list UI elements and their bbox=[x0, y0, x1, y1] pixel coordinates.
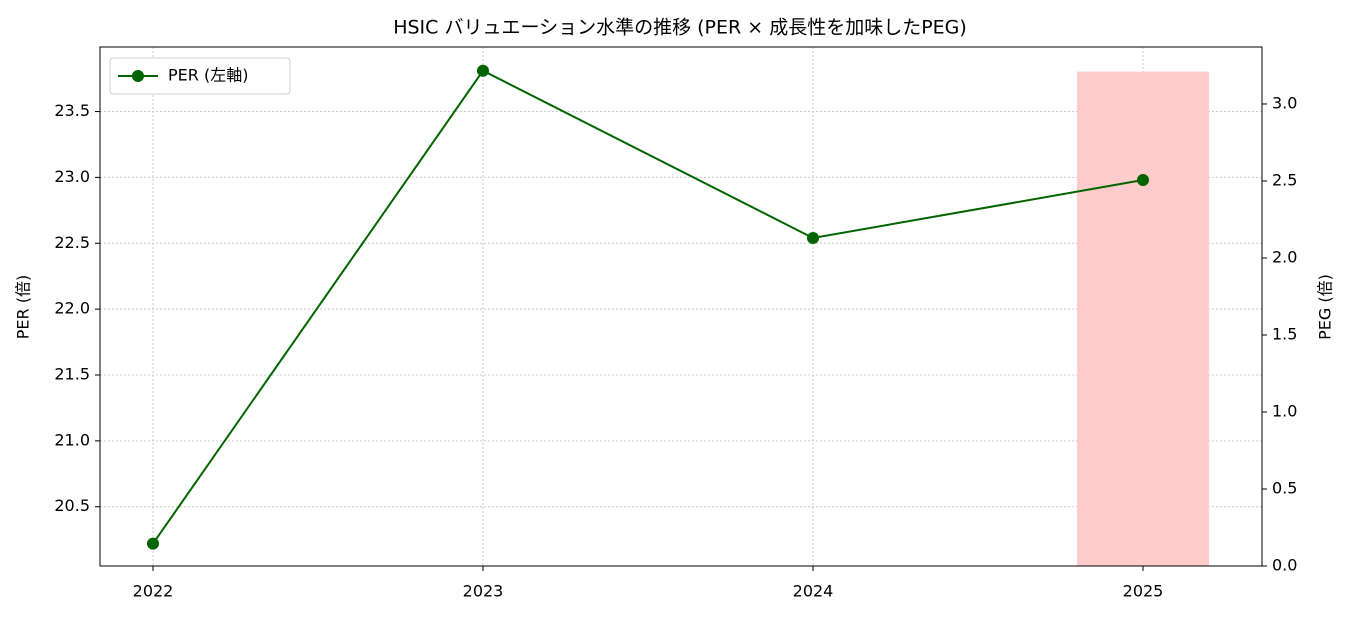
y2-tick-label: 2.0 bbox=[1272, 247, 1297, 266]
point bbox=[807, 232, 819, 245]
y-tick-label: 21.0 bbox=[54, 430, 90, 449]
point bbox=[147, 537, 159, 550]
y2-tick-label: 2.5 bbox=[1272, 170, 1297, 189]
y-axis-label: PER (倍) bbox=[14, 275, 33, 339]
y2-tick-label: 3.0 bbox=[1272, 93, 1297, 112]
point bbox=[1137, 174, 1149, 187]
y-tick-label: 23.0 bbox=[54, 167, 90, 186]
point bbox=[477, 64, 489, 77]
y-tick-label: 21.5 bbox=[54, 364, 90, 383]
x-tick-label: 2024 bbox=[793, 582, 834, 601]
legend-marker bbox=[132, 70, 144, 82]
x-tick-label: 2025 bbox=[1123, 582, 1164, 601]
x-tick-label: 2022 bbox=[133, 582, 174, 601]
y-tick-label: 20.5 bbox=[54, 496, 90, 515]
plot-frame bbox=[99, 46, 1263, 567]
y2-tick-label: 1.0 bbox=[1272, 401, 1297, 420]
y-tick-label: 22.0 bbox=[54, 299, 90, 318]
legend-label: PER (左軸) bbox=[168, 66, 248, 85]
legend-box bbox=[109, 57, 291, 95]
bar bbox=[1077, 71, 1209, 566]
x-tick-label: 2023 bbox=[463, 582, 504, 601]
y-tick-label: 22.5 bbox=[54, 233, 90, 252]
y2-tick-label: 0.0 bbox=[1272, 556, 1297, 575]
chart-title: HSIC バリュエーション水準の推移 (PER × 成長性を加味したPEG) bbox=[393, 17, 967, 39]
line bbox=[152, 69, 1144, 545]
y2-tick-label: 0.5 bbox=[1272, 478, 1297, 497]
y2-axis-label: PEG (倍) bbox=[1316, 274, 1335, 340]
y-tick-label: 23.5 bbox=[54, 101, 90, 120]
y2-tick-label: 1.5 bbox=[1272, 324, 1297, 343]
